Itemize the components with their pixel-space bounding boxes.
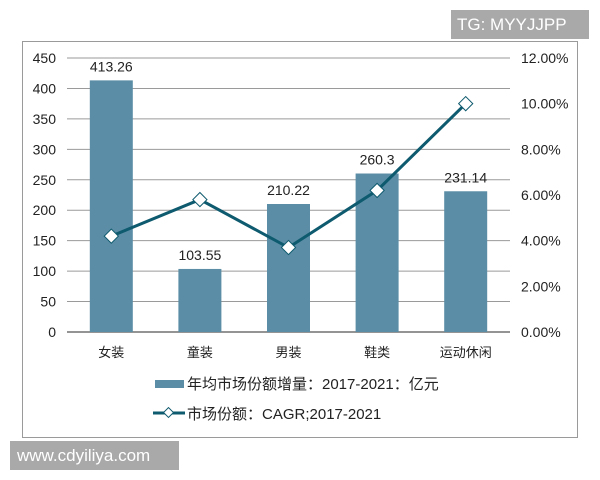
bar [178,268,222,332]
left-axis-tick: 350 [33,111,57,127]
bar [89,80,133,332]
legend-bar-swatch-icon [155,380,184,388]
left-axis-tick: 250 [33,172,57,188]
bar-data-label: 231.14 [444,169,487,185]
line-series [103,95,474,256]
left-axis-tick: 200 [33,202,57,218]
bar-series [89,80,488,332]
diamond-marker-icon [457,95,474,112]
x-axis-category: 女装 [98,345,124,360]
left-axis-ticks: 0 50 100 150 200 250 300 350 400 450 [33,50,57,340]
left-axis-tick: 0 [48,324,56,340]
right-axis-tick: 8.00% [521,141,561,157]
bar [267,203,310,332]
right-axis-ticks: 0.00% 2.00% 4.00% 6.00% 8.00% 10.00% 12.00% [521,50,568,340]
watermark-bottom: www.cdyiliya.com [10,441,179,470]
watermark-top: TG: MYYJJPP [451,10,589,39]
x-axis-category: 童装 [187,345,213,360]
left-axis-tick: 50 [40,294,56,310]
left-axis-tick: 300 [33,141,57,157]
bar-data-labels: 413.26 103.55 210.22 260.3 231.14 [90,58,487,263]
x-axis-category: 男装 [275,345,301,360]
right-axis-tick: 0.00% [521,324,561,340]
legend-line-label: 市场份额：CAGR;2017-2021 [187,406,381,423]
bar-data-label: 260.3 [360,152,395,168]
left-axis-tick: 150 [33,233,57,249]
right-axis-tick: 12.00% [521,50,568,66]
legend-bar-label: 年均市场份额增量：2017-2021：亿元 [187,376,439,393]
bar [444,191,488,332]
bar-data-label: 210.22 [267,182,310,198]
x-axis-category: 鞋类 [364,345,390,360]
right-axis-tick: 4.00% [521,233,561,249]
left-axis-tick: 450 [33,50,57,66]
left-axis-tick: 100 [33,263,57,279]
right-axis-tick: 10.00% [521,96,568,112]
bar-data-label: 103.55 [178,247,221,263]
legend-diamond-icon [162,406,175,419]
bar-data-label: 413.26 [90,58,133,74]
right-axis-tick: 6.00% [521,187,561,203]
diamond-marker-icon [192,191,208,208]
right-axis-tick: 2.00% [521,278,561,294]
diamond-marker-icon [369,182,385,199]
left-axis-tick: 400 [33,80,57,96]
diamond-marker-icon [280,239,297,256]
x-axis-categories: 女装 童装 男装 鞋类 运动休闲 [98,345,491,360]
diamond-marker-icon [103,228,120,244]
x-axis-category: 运动休闲 [440,345,492,360]
